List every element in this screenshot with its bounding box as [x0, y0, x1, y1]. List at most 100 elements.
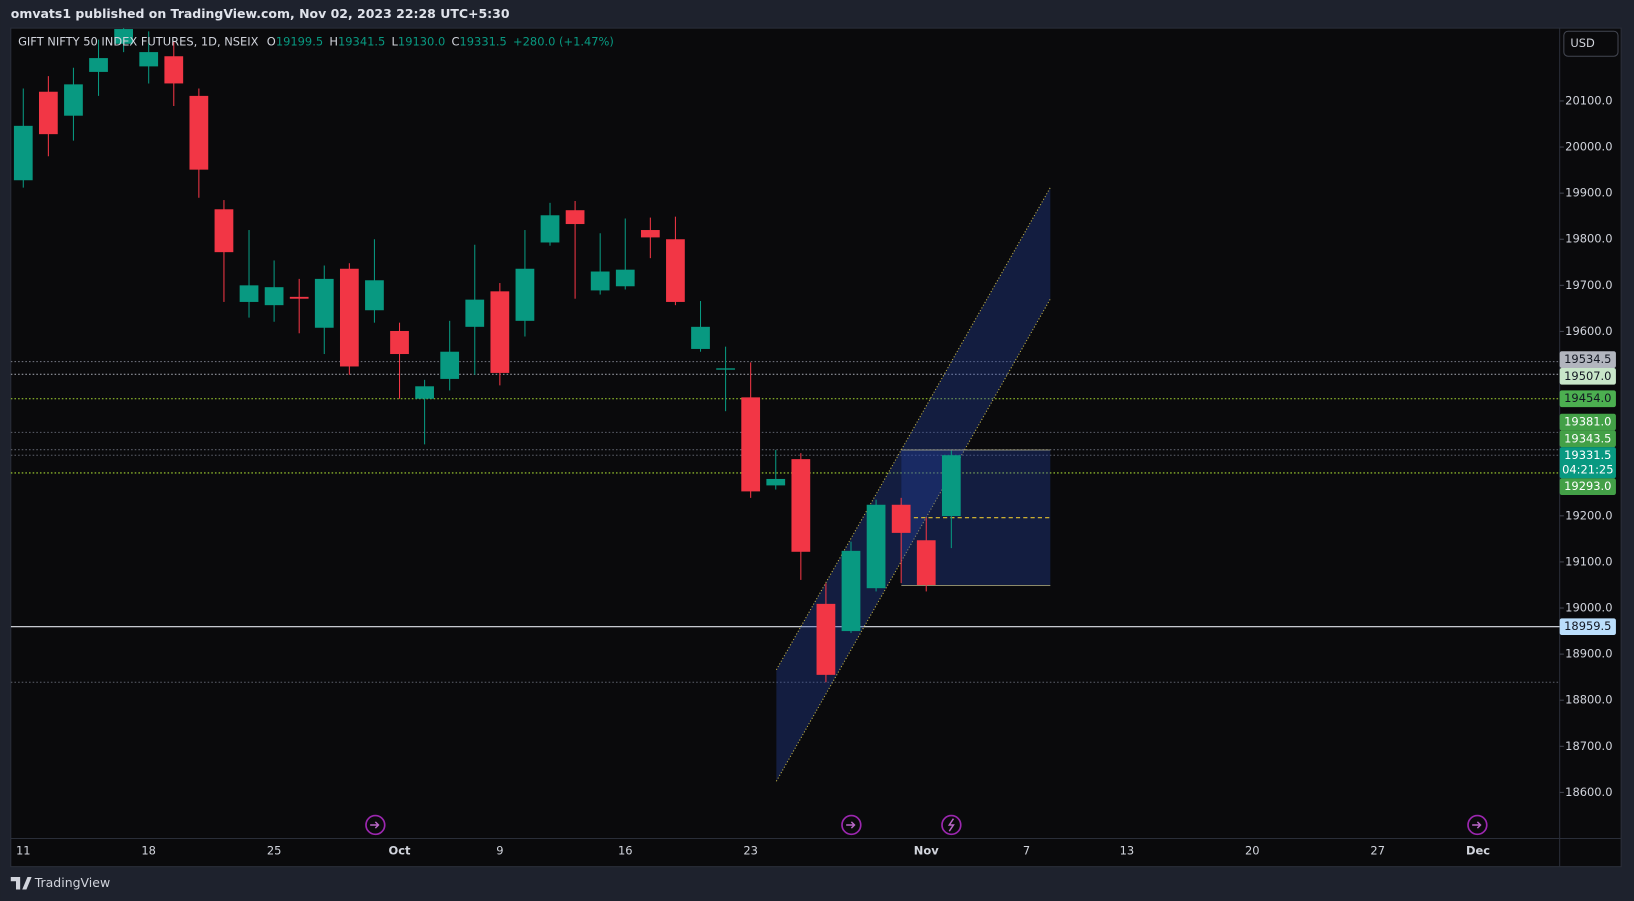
candle-body — [666, 239, 685, 302]
chart-frame — [10, 27, 1622, 868]
candle-body — [314, 278, 334, 328]
candle-body — [264, 287, 284, 306]
candle-body — [64, 84, 83, 116]
price-label-box — [1559, 430, 1616, 448]
candle-body — [38, 91, 58, 135]
candle-body — [716, 368, 735, 370]
candle-body — [440, 351, 460, 379]
currency-label[interactable]: USD — [1570, 36, 1595, 50]
price-label: 19343.5 — [1564, 431, 1611, 445]
x-tick-label: 25 — [267, 844, 282, 858]
price-label: 19454.0 — [1564, 391, 1611, 405]
candle-body — [791, 459, 811, 552]
event-icon — [365, 814, 386, 836]
event-icon-glyph — [947, 818, 955, 832]
x-tick-label: 13 — [1120, 844, 1135, 858]
x-tick-label: 9 — [496, 844, 503, 858]
y-tick-label: 19800.0 — [1565, 232, 1612, 246]
axes: 18600.0 18700.0 18800.0 18900.0 19000.0 19100… — [16, 93, 1616, 858]
candle-body — [89, 58, 108, 72]
candle-body — [515, 268, 535, 321]
y-tick-label: 19600.0 — [1565, 324, 1612, 338]
change: +280.0 (+1.47%) — [513, 34, 614, 48]
y-tick-label: 19200.0 — [1565, 508, 1612, 522]
currency-button[interactable] — [1563, 30, 1619, 57]
candle-body — [139, 52, 159, 67]
candle-body — [816, 603, 836, 675]
ohlc-key: C — [452, 34, 460, 48]
price-label: 19507.0 — [1564, 369, 1611, 383]
y-tick-label: 19000.0 — [1565, 601, 1612, 615]
candle-body — [691, 326, 710, 349]
candle-body — [415, 386, 434, 399]
x-tick-label: 7 — [1023, 844, 1030, 858]
event-icon — [941, 814, 962, 836]
price-label-box — [1559, 618, 1616, 636]
chart-legend: GIFT NIFTY 50 INDEX FUTURES, 1D, NSEIX O1… — [18, 34, 614, 48]
x-tick-label: 11 — [16, 844, 31, 858]
ohlc-value: 19331.5 — [460, 34, 507, 48]
y-tick-label: 20100.0 — [1565, 93, 1612, 107]
ohlc-value: 19130.0 — [398, 34, 445, 48]
x-tick-label: Nov — [914, 844, 939, 858]
event-icon-glyph — [1472, 821, 1482, 829]
x-tick-label: Oct — [389, 844, 412, 858]
candle-body — [540, 215, 560, 243]
price-label-box — [1559, 478, 1616, 496]
price-label-box — [1559, 390, 1616, 408]
y-tick-label: 19700.0 — [1565, 278, 1612, 292]
candle-body — [640, 230, 660, 238]
ohlc-key: H — [329, 34, 338, 48]
candle-body — [339, 268, 359, 367]
price-label-box — [1559, 367, 1616, 385]
price-label: 19381.0 — [1564, 415, 1611, 429]
candle-body — [565, 210, 585, 225]
event-icon — [1467, 814, 1488, 836]
parallel-channel — [776, 187, 1051, 782]
candle-body — [841, 550, 861, 632]
candle-body — [866, 504, 886, 589]
price-label: 19293.0 — [1564, 479, 1611, 493]
candle-body — [390, 330, 409, 355]
candle-body — [164, 56, 184, 84]
price-label-box — [1559, 351, 1616, 368]
ohlc-value: 19199.5 — [276, 34, 323, 48]
ohlc-value: 19341.5 — [338, 34, 385, 48]
price-label-box — [1559, 413, 1616, 431]
candle-body — [214, 209, 234, 253]
event-icon-glyph — [370, 821, 380, 829]
x-tick-label: 18 — [141, 844, 156, 858]
publisher-line: omvats1 published on TradingView.com, No… — [11, 6, 510, 21]
event-icon-glyph — [846, 821, 856, 829]
symbol: GIFT NIFTY 50 INDEX FUTURES, 1D, NSEIX — [18, 34, 259, 48]
y-tick-label: 18600.0 — [1565, 785, 1612, 799]
price-label: 19534.5 — [1564, 352, 1611, 366]
candle-body — [465, 299, 485, 327]
ohlc-key: O — [267, 34, 276, 48]
y-tick-label: 18800.0 — [1565, 693, 1612, 707]
price-countdown: 04:21:25 — [1562, 463, 1613, 477]
candle-body — [615, 269, 635, 287]
ohlc-key: L — [392, 34, 399, 48]
event-icons — [365, 814, 1488, 836]
event-icon — [841, 814, 862, 836]
price-label-box — [1559, 447, 1616, 479]
x-tick-label: Dec — [1466, 844, 1490, 858]
candle-body — [13, 125, 33, 181]
brand-name: TradingView — [34, 875, 110, 890]
y-tick-label: 18900.0 — [1565, 647, 1612, 661]
candle-body — [114, 29, 133, 44]
candle-body — [891, 504, 911, 533]
y-tick-label: 20000.0 — [1565, 140, 1612, 154]
candle-body — [189, 95, 209, 170]
x-tick-label: 20 — [1245, 844, 1260, 858]
y-tick-label: 19900.0 — [1565, 186, 1612, 200]
candle-body — [365, 280, 384, 311]
candles — [13, 28, 961, 683]
candle-body — [590, 271, 610, 291]
x-tick-label: 16 — [618, 844, 633, 858]
price-label: 19331.5 — [1564, 448, 1611, 462]
candle-body — [916, 540, 936, 585]
price-level-lines — [10, 361, 1560, 683]
